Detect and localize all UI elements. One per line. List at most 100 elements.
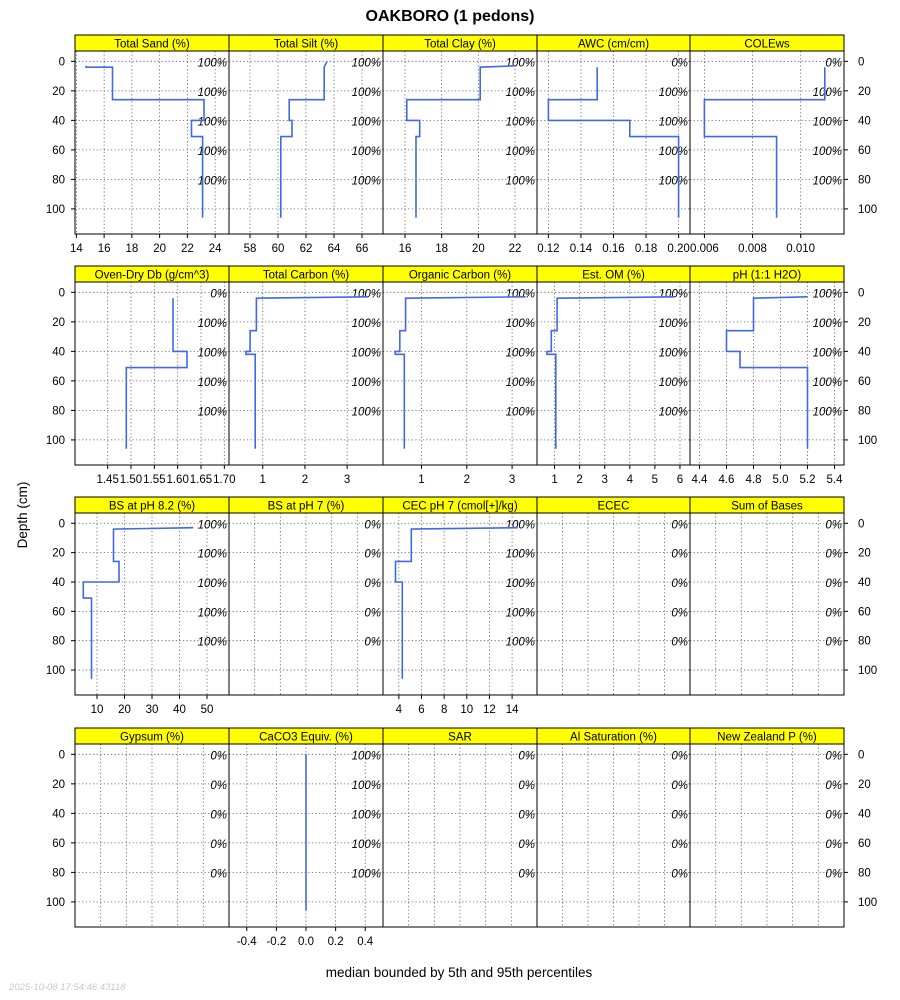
panel-strip-label: SAR bbox=[448, 732, 472, 744]
pct-label: 0% bbox=[671, 809, 688, 821]
median-line bbox=[85, 65, 205, 218]
panel: BS at pH 7 (%) 0% 0% 0% 0% 0% bbox=[228, 496, 384, 696]
x-tick-label: 24 bbox=[209, 243, 222, 255]
median-line bbox=[125, 298, 188, 449]
pct-label: 0% bbox=[825, 750, 842, 762]
panel-strip-label: Total Carbon (%) bbox=[263, 270, 349, 282]
y-tick-label: 80 bbox=[858, 405, 871, 417]
pct-label: 100% bbox=[506, 578, 535, 590]
panel: SAR 0% 0% 0% 0% 0% bbox=[382, 727, 538, 928]
median-line bbox=[703, 67, 826, 218]
pct-label: 0% bbox=[210, 780, 227, 792]
x-tick-label: 4.6 bbox=[718, 474, 734, 486]
x-tick-label: -0.4 bbox=[237, 936, 257, 948]
x-tick-label: 6 bbox=[418, 704, 424, 716]
x-tick-label: 5 bbox=[652, 474, 658, 486]
pct-label: 100% bbox=[506, 607, 535, 619]
pct-label: 0% bbox=[364, 607, 381, 619]
pct-label: 100% bbox=[198, 87, 227, 99]
median-line bbox=[546, 296, 676, 449]
y-tick-label: 60 bbox=[858, 838, 871, 850]
y-tick-label: 100 bbox=[46, 665, 65, 677]
pct-label: 100% bbox=[813, 175, 842, 187]
y-tick-label: 80 bbox=[52, 174, 65, 186]
pct-label: 100% bbox=[352, 288, 381, 300]
pct-label: 100% bbox=[198, 57, 227, 69]
pct-label: 100% bbox=[352, 57, 381, 69]
pct-label: 100% bbox=[506, 318, 535, 330]
pct-label: 100% bbox=[352, 175, 381, 187]
y-tick-label: 100 bbox=[46, 204, 65, 216]
pct-label: 100% bbox=[813, 318, 842, 330]
x-tick-label: -0.2 bbox=[266, 936, 286, 948]
panel-border bbox=[228, 281, 384, 466]
panel-strip-label: CEC pH 7 (cmol[+]/kg) bbox=[402, 501, 518, 513]
panel: COLEws 0% 100% 100% 100% 100% 0.006 0.008 0.010 0… bbox=[689, 34, 877, 255]
pct-label: 0% bbox=[210, 750, 227, 762]
pct-label: 100% bbox=[198, 607, 227, 619]
pct-label: 100% bbox=[506, 175, 535, 187]
x-tick-label: 0.008 bbox=[738, 243, 767, 255]
pct-label: 100% bbox=[813, 146, 842, 158]
pct-label: 100% bbox=[506, 347, 535, 359]
pct-label: 100% bbox=[198, 175, 227, 187]
pct-label: 100% bbox=[659, 87, 688, 99]
pct-label: 100% bbox=[198, 377, 227, 389]
pct-label: 0% bbox=[671, 750, 688, 762]
pct-label: 0% bbox=[671, 780, 688, 792]
pct-label: 100% bbox=[813, 288, 842, 300]
x-tick-label: 18 bbox=[435, 243, 448, 255]
pct-label: 0% bbox=[364, 549, 381, 561]
panel-border bbox=[689, 50, 845, 235]
x-tick-label: 2 bbox=[464, 474, 470, 486]
x-tick-label: 6 bbox=[677, 474, 683, 486]
x-tick-label: 60 bbox=[272, 243, 285, 255]
panel-strip-label: Total Silt (%) bbox=[274, 39, 339, 51]
median-line bbox=[394, 526, 518, 679]
x-tick-label: 10 bbox=[91, 704, 104, 716]
pct-label: 100% bbox=[506, 146, 535, 158]
panel: Est. OM (%) 100% 100% 100% 100% 100% 1 2 3 4 5 6 bbox=[536, 265, 691, 486]
panel: ECEC 0% 0% 0% 0% 0% bbox=[536, 496, 691, 696]
x-tick-label: 1 bbox=[551, 474, 557, 486]
pct-label: 0% bbox=[825, 637, 842, 649]
y-tick-label: 0 bbox=[858, 56, 864, 68]
x-tick-label: 0.16 bbox=[602, 243, 624, 255]
x-tick-label: 3 bbox=[509, 474, 515, 486]
pct-label: 100% bbox=[659, 406, 688, 418]
pct-label: 0% bbox=[364, 578, 381, 590]
panel: Sum of Bases 0% 0% 0% 0% 0% 0 20 40 60 80 100 bbox=[689, 496, 877, 696]
y-tick-label: 20 bbox=[52, 317, 65, 329]
x-tick-label: 1.55 bbox=[143, 474, 165, 486]
x-tick-label: 22 bbox=[181, 243, 194, 255]
panel: pH (1:1 H2O) 100% 100% 100% 100% 100% 4.4 4.6 4.… bbox=[689, 265, 877, 486]
y-tick-label: 0 bbox=[59, 749, 65, 761]
x-tick-label: 4.4 bbox=[691, 474, 708, 486]
pct-label: 100% bbox=[506, 406, 535, 418]
y-tick-label: 100 bbox=[46, 897, 65, 909]
panel-border bbox=[74, 50, 230, 235]
pct-label: 100% bbox=[506, 87, 535, 99]
panel: Total Sand (%) 100% 100% 100% 100% 100% 14 16 18… bbox=[46, 34, 230, 255]
panel: BS at pH 8.2 (%)100%100%100%100%100%10 20… bbox=[46, 496, 230, 716]
pct-label: 100% bbox=[813, 377, 842, 389]
pct-label: 100% bbox=[506, 116, 535, 128]
pct-label: 100% bbox=[506, 519, 535, 531]
x-tick-label: 40 bbox=[173, 704, 186, 716]
y-tick-label: 0 bbox=[59, 287, 65, 299]
panel-strip-label: BS at pH 7 (%) bbox=[268, 501, 345, 513]
y-tick-label: 0 bbox=[858, 749, 864, 761]
x-tick-label: 5.2 bbox=[800, 474, 816, 486]
panel: New Zealand P (%) 0% 0% 0% 0% 0% 0 20 40 60 80 100 bbox=[689, 727, 877, 928]
median-line bbox=[405, 65, 516, 218]
pct-label: 0% bbox=[671, 578, 688, 590]
pct-label: 100% bbox=[198, 318, 227, 330]
chart-title: OAKBORO (1 pedons) bbox=[366, 8, 535, 25]
panel-strip-label: ECEC bbox=[598, 501, 630, 513]
panels-layer: Total Sand (%)100%100%100%100%100%14 16 18… bbox=[46, 34, 877, 948]
y-tick-label: 40 bbox=[858, 577, 871, 589]
pct-label: 0% bbox=[825, 57, 842, 69]
x-tick-label: 1.50 bbox=[120, 474, 142, 486]
